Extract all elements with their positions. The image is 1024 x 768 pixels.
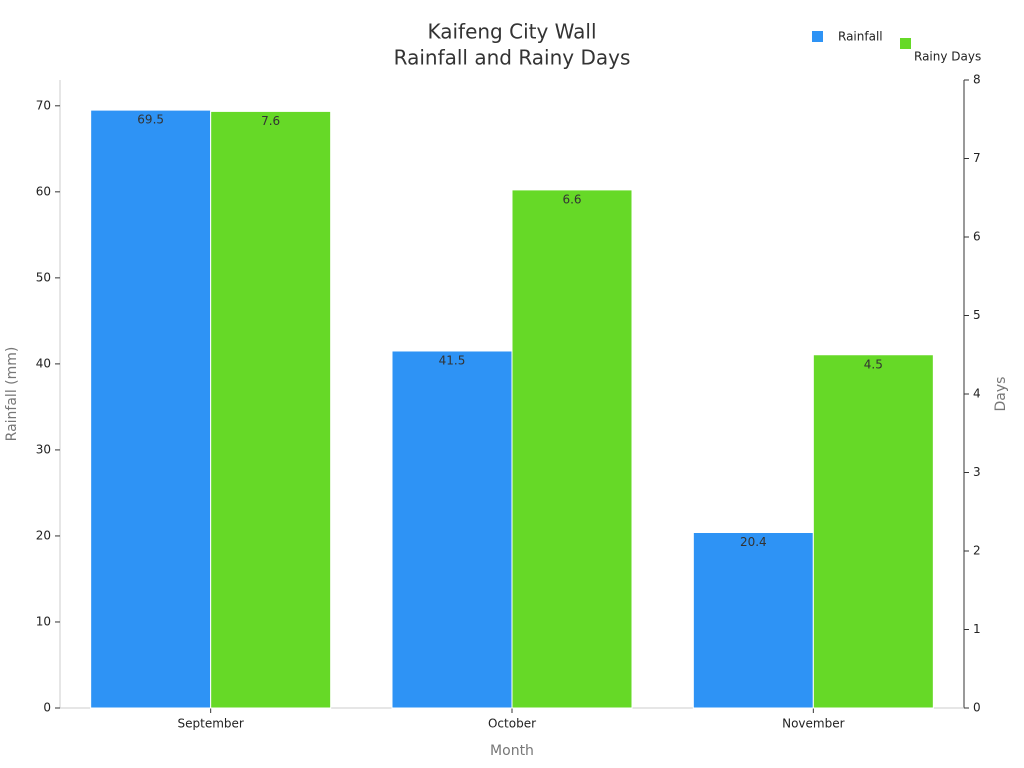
- bar: [812, 354, 934, 709]
- bar: [90, 109, 212, 709]
- value-label: 4.5: [864, 357, 883, 371]
- y2-tick-label: 1: [973, 622, 981, 636]
- y-tick-label: 60: [36, 184, 51, 198]
- x-tick-label: October: [488, 717, 536, 731]
- y2-tick-label: 7: [973, 151, 981, 165]
- x-tick-label: September: [178, 717, 244, 731]
- y2-tick-label: 4: [973, 387, 981, 401]
- chart-title: Rainfall and Rainy Days: [394, 46, 631, 70]
- chart-title: Kaifeng City Wall: [427, 20, 596, 44]
- y2-tick-label: 0: [973, 701, 981, 715]
- y2-axis-label: Days: [993, 377, 1009, 412]
- y-tick-label: 40: [36, 356, 51, 370]
- y-tick-label: 20: [36, 528, 51, 542]
- bar: [210, 110, 332, 709]
- legend-swatch: [900, 38, 911, 49]
- value-label: 69.5: [137, 113, 164, 127]
- value-label: 7.6: [261, 114, 280, 128]
- y2-tick-label: 8: [973, 73, 981, 87]
- x-axis-label: Month: [490, 743, 534, 759]
- y-tick-label: 10: [36, 614, 51, 628]
- y-tick-label: 30: [36, 442, 51, 456]
- y2-tick-label: 6: [973, 230, 981, 244]
- y-tick-label: 50: [36, 270, 51, 284]
- y-axis-label: Rainfall (mm): [4, 347, 20, 442]
- legend-label: Rainy Days: [914, 50, 981, 64]
- x-tick-label: November: [782, 717, 844, 731]
- bar: [511, 189, 633, 709]
- y2-tick-label: 2: [973, 544, 981, 558]
- y2-tick-label: 5: [973, 308, 981, 322]
- bar: [391, 350, 513, 709]
- value-label: 6.6: [562, 192, 581, 206]
- bar: [692, 532, 814, 709]
- y2-tick-label: 3: [973, 465, 981, 479]
- y-tick-label: 70: [36, 98, 51, 112]
- legend-label: Rainfall: [838, 30, 883, 44]
- value-label: 41.5: [439, 353, 466, 367]
- legend-swatch: [812, 31, 823, 42]
- y-tick-label: 0: [43, 701, 51, 715]
- value-label: 20.4: [740, 535, 767, 549]
